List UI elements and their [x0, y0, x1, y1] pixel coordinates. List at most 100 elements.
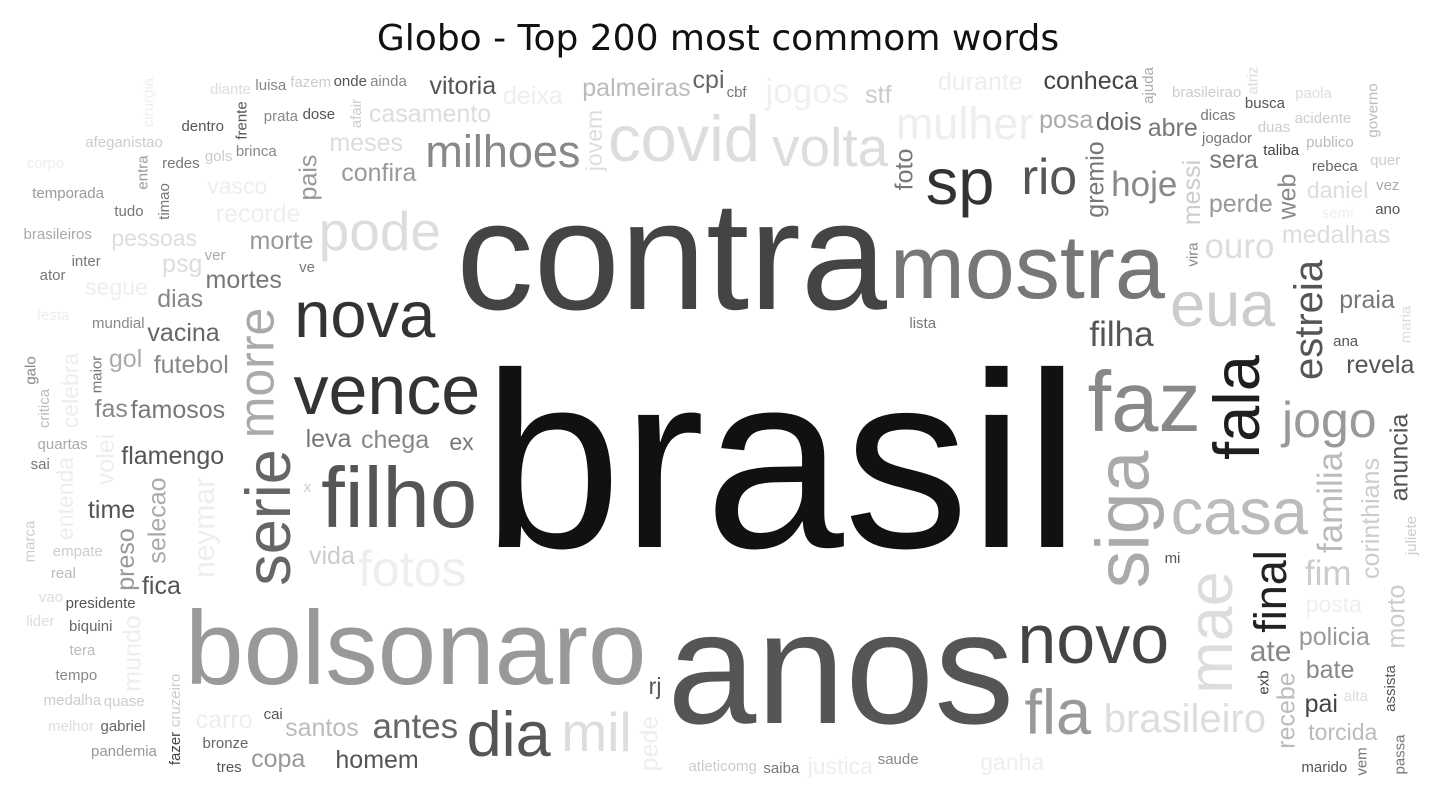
word-fazem: fazem [290, 74, 332, 92]
word-dois: dois [1095, 108, 1142, 137]
word-carro: carro [195, 705, 253, 734]
word-daniel: daniel [1306, 176, 1369, 203]
word-prata: prata [263, 108, 298, 126]
word-antes: antes [372, 707, 459, 747]
word-familia: familia [1310, 451, 1350, 554]
word-diante: diante [210, 80, 251, 98]
word-corinthians: corinthians [1357, 457, 1386, 579]
word-mulher: mulher [895, 97, 1034, 149]
word-vasco: vasco [207, 172, 268, 199]
word-ver: ver [204, 247, 226, 265]
word-volta: volta [772, 116, 889, 179]
word-festa: festa [36, 306, 70, 324]
word-jogos: jogos [765, 72, 850, 111]
word-pede: pede [635, 715, 664, 772]
word-tera: tera [69, 642, 96, 660]
word-mortes: mortes [205, 266, 282, 295]
word-casa: casa [1170, 474, 1308, 548]
word-mi: mi [1164, 550, 1181, 568]
word-busca: busca [1244, 95, 1285, 113]
word-presidente: presidente [65, 595, 136, 613]
word-brinca: brinca [235, 143, 277, 160]
word-estreia: estreia [1286, 260, 1331, 381]
word-chega: chega [361, 426, 430, 455]
word-mil: mil [561, 700, 632, 763]
word-inter: inter [71, 253, 101, 271]
word-time: time [87, 495, 136, 524]
word-pais: pais [294, 154, 323, 201]
word-selecao: selecao [143, 477, 172, 564]
word-brasil: brasil [482, 321, 1080, 600]
word-rio: rio [1021, 149, 1078, 206]
word-conheca: conheca [1043, 67, 1139, 95]
word-entra: entra [134, 155, 152, 190]
word-palmeiras: palmeiras [582, 74, 691, 103]
word-fazer: fazer [167, 732, 185, 766]
word-vez: vez [1376, 177, 1400, 195]
word-maria: maria [1397, 305, 1415, 344]
word-web: web [1273, 173, 1302, 220]
word-hoje: hoje [1111, 165, 1178, 205]
word-flamengo: flamengo [121, 441, 225, 470]
word-tempo: tempo [55, 666, 98, 684]
word-fla: fla [1024, 678, 1092, 749]
word-maior: maior [88, 355, 106, 394]
word-gremio: gremio [1082, 141, 1111, 218]
word-entenda: entenda [51, 456, 78, 541]
word-posa: posa [1039, 105, 1094, 134]
word-biquini: biquini [69, 618, 113, 636]
word-dia: dia [466, 699, 551, 770]
word-semi: semi [1321, 204, 1354, 222]
word-futebol: futebol [153, 351, 229, 380]
word-famosos: famosos [130, 396, 226, 425]
word-posta: posta [1305, 591, 1362, 618]
word-critica: critica [36, 389, 54, 429]
word-sp: sp [925, 144, 995, 218]
word-quer: quer [1370, 152, 1401, 170]
word-brasileirao: brasileirao [1171, 84, 1242, 102]
word-mundo: mundo [118, 615, 147, 692]
word-morre: morre [228, 307, 285, 439]
word-sai: sai [30, 455, 50, 473]
word-deixa: deixa [503, 81, 563, 110]
word-fotos: fotos [358, 541, 467, 598]
word-nova: nova [294, 278, 436, 352]
word-final: final [1244, 550, 1296, 633]
word-leva: leva [305, 425, 352, 454]
word-faz: faz [1087, 354, 1201, 450]
word-policia: policia [1298, 622, 1370, 651]
word-bolsonaro: bolsonaro [185, 590, 647, 708]
word-cruzeiro: cruzeiro [166, 673, 184, 727]
word-empate: empate [52, 543, 103, 561]
word-ano: ano [1375, 201, 1401, 219]
word-melhor: melhor [48, 718, 94, 736]
chart-title: Globo - Top 200 most commom words [376, 18, 1060, 59]
word-eua: eua [1170, 269, 1276, 340]
word-lider: lider [26, 612, 55, 630]
word-ouro: ouro [1204, 226, 1275, 266]
word-alta: alta [1343, 688, 1368, 706]
word-recebe: recebe [1272, 671, 1301, 749]
word-paola: paola [1295, 85, 1332, 103]
word-lista: lista [909, 314, 937, 332]
word-serie: serie [234, 449, 305, 586]
word-morto: morto [1382, 584, 1411, 649]
word-filho: filho [321, 450, 478, 546]
word-duas: duas [1257, 118, 1291, 136]
word-saude: saude [877, 750, 919, 768]
word-pandemia: pandemia [91, 743, 157, 761]
word-gabriel: gabriel [100, 717, 146, 735]
word-celebra: celebra [57, 353, 84, 429]
word-recorde: recorde [215, 200, 301, 229]
word-anuncia: anuncia [1385, 413, 1414, 502]
word-rebeca: rebeca [1311, 157, 1358, 175]
word-copa: copa [251, 745, 306, 774]
word-ve: ve [299, 258, 315, 276]
word-volei: volei [92, 434, 121, 486]
word-medalhas: medalhas [1281, 221, 1391, 250]
word-quartas: quartas [37, 436, 88, 454]
word-ganha: ganha [980, 748, 1045, 775]
word-acidente: acidente [1294, 109, 1352, 127]
word-vao: vao [38, 588, 63, 606]
word-contra: contra [456, 168, 888, 342]
